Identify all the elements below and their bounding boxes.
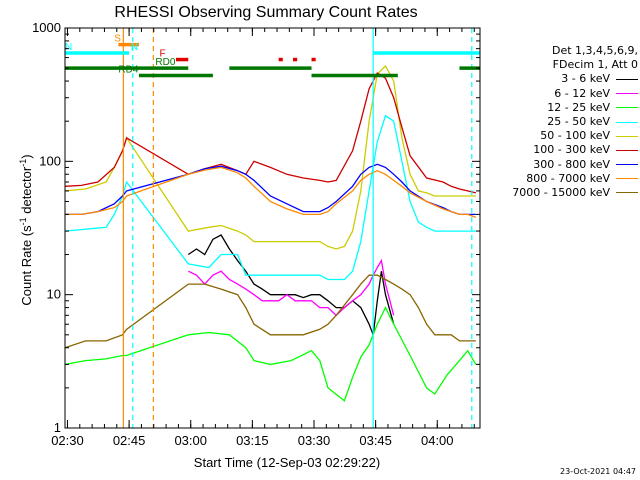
legend-item: 3 - 6 keV (480, 72, 638, 86)
legend-item-label: 25 - 50 keV (547, 115, 610, 129)
legend-item: 800 - 7000 keV (480, 172, 638, 186)
plot-frame (64, 27, 481, 429)
legend-item-label: 50 - 100 keV (540, 129, 610, 143)
legend-swatch (616, 93, 638, 95)
legend-swatch (616, 192, 638, 194)
legend-item-label: 100 - 300 keV (533, 143, 610, 157)
legend: Det 1,3,4,5,6,9, FDecim 1, Att 0 3 - 6 k… (480, 44, 638, 200)
legend-item-label: 6 - 12 keV (554, 86, 610, 100)
flag-label-10: RD4 (118, 65, 138, 76)
y-tick-label-3: 1000 (32, 20, 61, 35)
legend-header-line-1: Det 1,3,4,5,6,9, (551, 44, 638, 58)
series-line-4 (64, 64, 476, 250)
series-line-8 (64, 274, 476, 349)
y-axis-label-sup: -1 (18, 217, 28, 225)
legend-item: 50 - 100 keV (480, 129, 638, 143)
series-line-2 (64, 306, 477, 402)
legend-swatch (616, 178, 638, 180)
legend-swatch (616, 135, 638, 137)
y-tick-label-0: 1 (54, 420, 61, 435)
legend-item: 6 - 12 keV (480, 87, 638, 101)
series-line-0 (187, 234, 395, 336)
legend-header-line-2: FDecim 1, Att 0 (552, 58, 638, 72)
x-tick-label-0: 02:30 (51, 433, 84, 448)
x-tick-label-2: 03:00 (174, 433, 207, 448)
legend-swatch (616, 78, 638, 80)
y-tick-label-2: 100 (39, 153, 61, 168)
timestamp: 23-Oct-2021 04:47 (560, 467, 636, 476)
legend-swatch (616, 107, 638, 109)
x-tick-label-4: 03:30 (298, 433, 331, 448)
flag-label-7: RD0 (155, 57, 175, 68)
legend-item-label: 12 - 25 keV (547, 100, 610, 114)
y-axis-label: Count Rate (s-1 detector-1) (18, 154, 34, 305)
legend-item: 7000 - 15000 keV (480, 186, 638, 200)
series-line-3 (64, 114, 476, 281)
legend-item: 25 - 50 keV (480, 115, 638, 129)
legend-item: 100 - 300 keV (480, 143, 638, 157)
y-tick-label-1: 10 (47, 287, 61, 302)
flag-label-3: F (160, 49, 166, 60)
series-line-1 (188, 258, 395, 317)
legend-item-label: 800 - 7000 keV (526, 171, 610, 185)
y-axis-label-sup2: -1 (18, 159, 28, 167)
y-axis-label-tail: detector (19, 166, 34, 217)
x-tick-label-6: 04:00 (421, 433, 454, 448)
x-tick-label-1: 02:45 (113, 433, 146, 448)
flag-label-0: S (114, 34, 121, 45)
flag-label-1: N (131, 42, 138, 53)
chart-title: RHESSI Observing Summary Count Rates (114, 4, 417, 21)
legend-item-label: 7000 - 15000 keV (512, 185, 610, 199)
y-axis-label-main: Count Rate (s (19, 225, 34, 306)
legend-item: 300 - 800 keV (480, 158, 638, 172)
series-line-6 (65, 163, 476, 216)
legend-swatch (616, 164, 638, 166)
flag-label-2: N (65, 42, 72, 53)
legend-item-label: 300 - 800 keV (533, 157, 610, 171)
x-axis-label: Start Time (12-Sep-03 02:29:22) (194, 455, 380, 470)
legend-swatch (616, 121, 638, 123)
legend-item-label: 3 - 6 keV (561, 72, 610, 86)
y-axis-label-end: ) (19, 154, 34, 158)
series-line-5 (64, 72, 477, 194)
series-line-7 (65, 166, 477, 219)
x-tick-label-5: 03:45 (359, 433, 392, 448)
legend-swatch (616, 149, 638, 151)
x-tick-label-3: 03:15 (236, 433, 269, 448)
legend-item: 12 - 25 keV (480, 101, 638, 115)
